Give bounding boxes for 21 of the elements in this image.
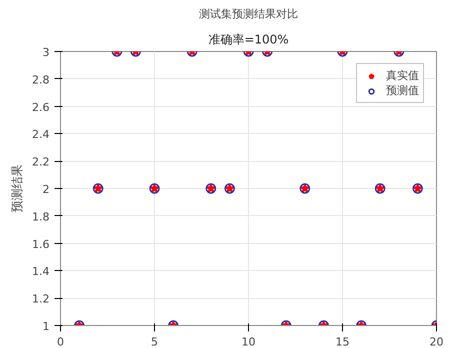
y-tick-label: 1.6	[32, 238, 50, 251]
x-tick-label: 5	[151, 336, 158, 348]
legend-label: 真实值	[386, 68, 419, 83]
y-tick-label: 1.8	[32, 210, 50, 224]
legend-label: 预测值	[386, 84, 419, 98]
chart-title: 测试集预测结果对比	[199, 8, 298, 20]
chart-subtitle: 准确率=100%	[208, 32, 289, 46]
x-tick-label: 20	[430, 336, 444, 348]
x-tick-label: 10	[242, 336, 256, 348]
y-tick-label: 3	[42, 46, 50, 59]
y-axis-title: 预测结果	[10, 164, 24, 212]
y-tick-label: 2.8	[32, 73, 50, 86]
y-tick-label: 2	[42, 183, 50, 196]
y-tick-label: 2.2	[32, 156, 50, 169]
y-tick-label: 2.4	[32, 128, 50, 142]
x-tick-label: 0	[57, 336, 64, 348]
x-tick-label: 15	[336, 336, 350, 348]
y-tick-label: 1	[42, 320, 50, 333]
y-tick-label: 2.6	[32, 100, 50, 114]
y-tick-label: 1.2	[32, 292, 50, 306]
y-tick-label: 1.4	[32, 265, 50, 278]
